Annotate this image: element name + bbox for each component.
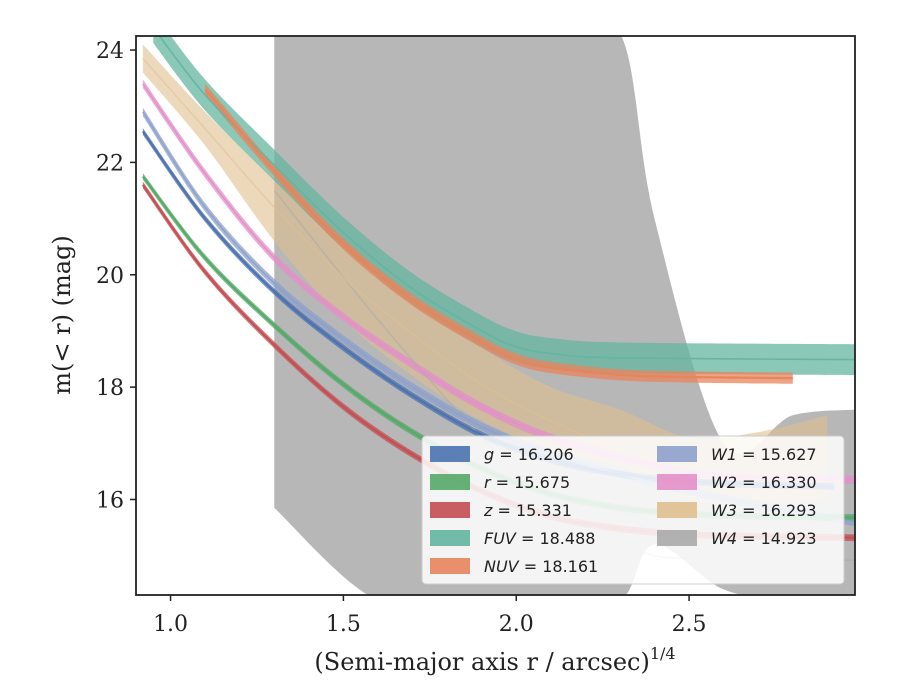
x-tick-label: 1.0 [153, 612, 188, 637]
plot-frame [135, 35, 856, 596]
x-tick-label: 2.5 [672, 612, 707, 637]
legend: g = 16.206 r = 15.675 z = 15.331 FUV = 18.4… [421, 435, 845, 585]
y-tick-label: 16 [96, 488, 124, 513]
legend-swatch-w4 [657, 530, 697, 546]
y-tick-label: 20 [96, 264, 124, 289]
legend-swatch-r [430, 474, 470, 490]
legend-swatch-w2 [657, 474, 697, 490]
y-axis: 16 18 20 22 24 [96, 39, 136, 513]
y-axis-label: m(< r) (mag) [48, 235, 76, 394]
x-tick-label: 1.5 [326, 612, 361, 637]
legend-swatch-z [430, 502, 470, 518]
y-tick-label: 18 [96, 376, 124, 401]
legend-label-w2: W2 = 16.330 [711, 473, 817, 492]
x-axis-label: (Semi-major axis r / arcsec)1/4 [314, 644, 675, 676]
legend-label-fuv: FUV = 18.488 [484, 529, 595, 548]
legend-swatch-w3 [657, 502, 697, 518]
legend-label-g: g = 16.206 [484, 445, 574, 464]
line-nuv [204, 88, 793, 380]
x-axis-label-text: (Semi-major axis r / arcsec) [314, 648, 649, 676]
legend-swatch-w1 [657, 446, 697, 462]
legend-label-r: r = 15.675 [484, 473, 570, 492]
legend-label-w1: W1 = 15.627 [711, 445, 817, 464]
legend-swatch-nuv [430, 558, 470, 574]
legend-frame [421, 435, 845, 585]
legend-label-w3: W3 = 16.293 [711, 501, 817, 520]
y-tick-label: 22 [96, 151, 124, 176]
legend-label-z: z = 15.331 [483, 501, 572, 520]
x-axis-label-exponent: 1/4 [650, 644, 676, 663]
legend-swatch-g [430, 446, 470, 462]
y-tick-label: 24 [96, 39, 124, 64]
x-axis: 1.0 1.5 2.0 2.5 [153, 595, 707, 637]
legend-label-nuv: NUV = 18.161 [484, 557, 598, 576]
legend-swatch-fuv [430, 530, 470, 546]
x-tick-label: 2.0 [499, 612, 534, 637]
legend-label-w4: W4 = 14.923 [711, 529, 817, 548]
